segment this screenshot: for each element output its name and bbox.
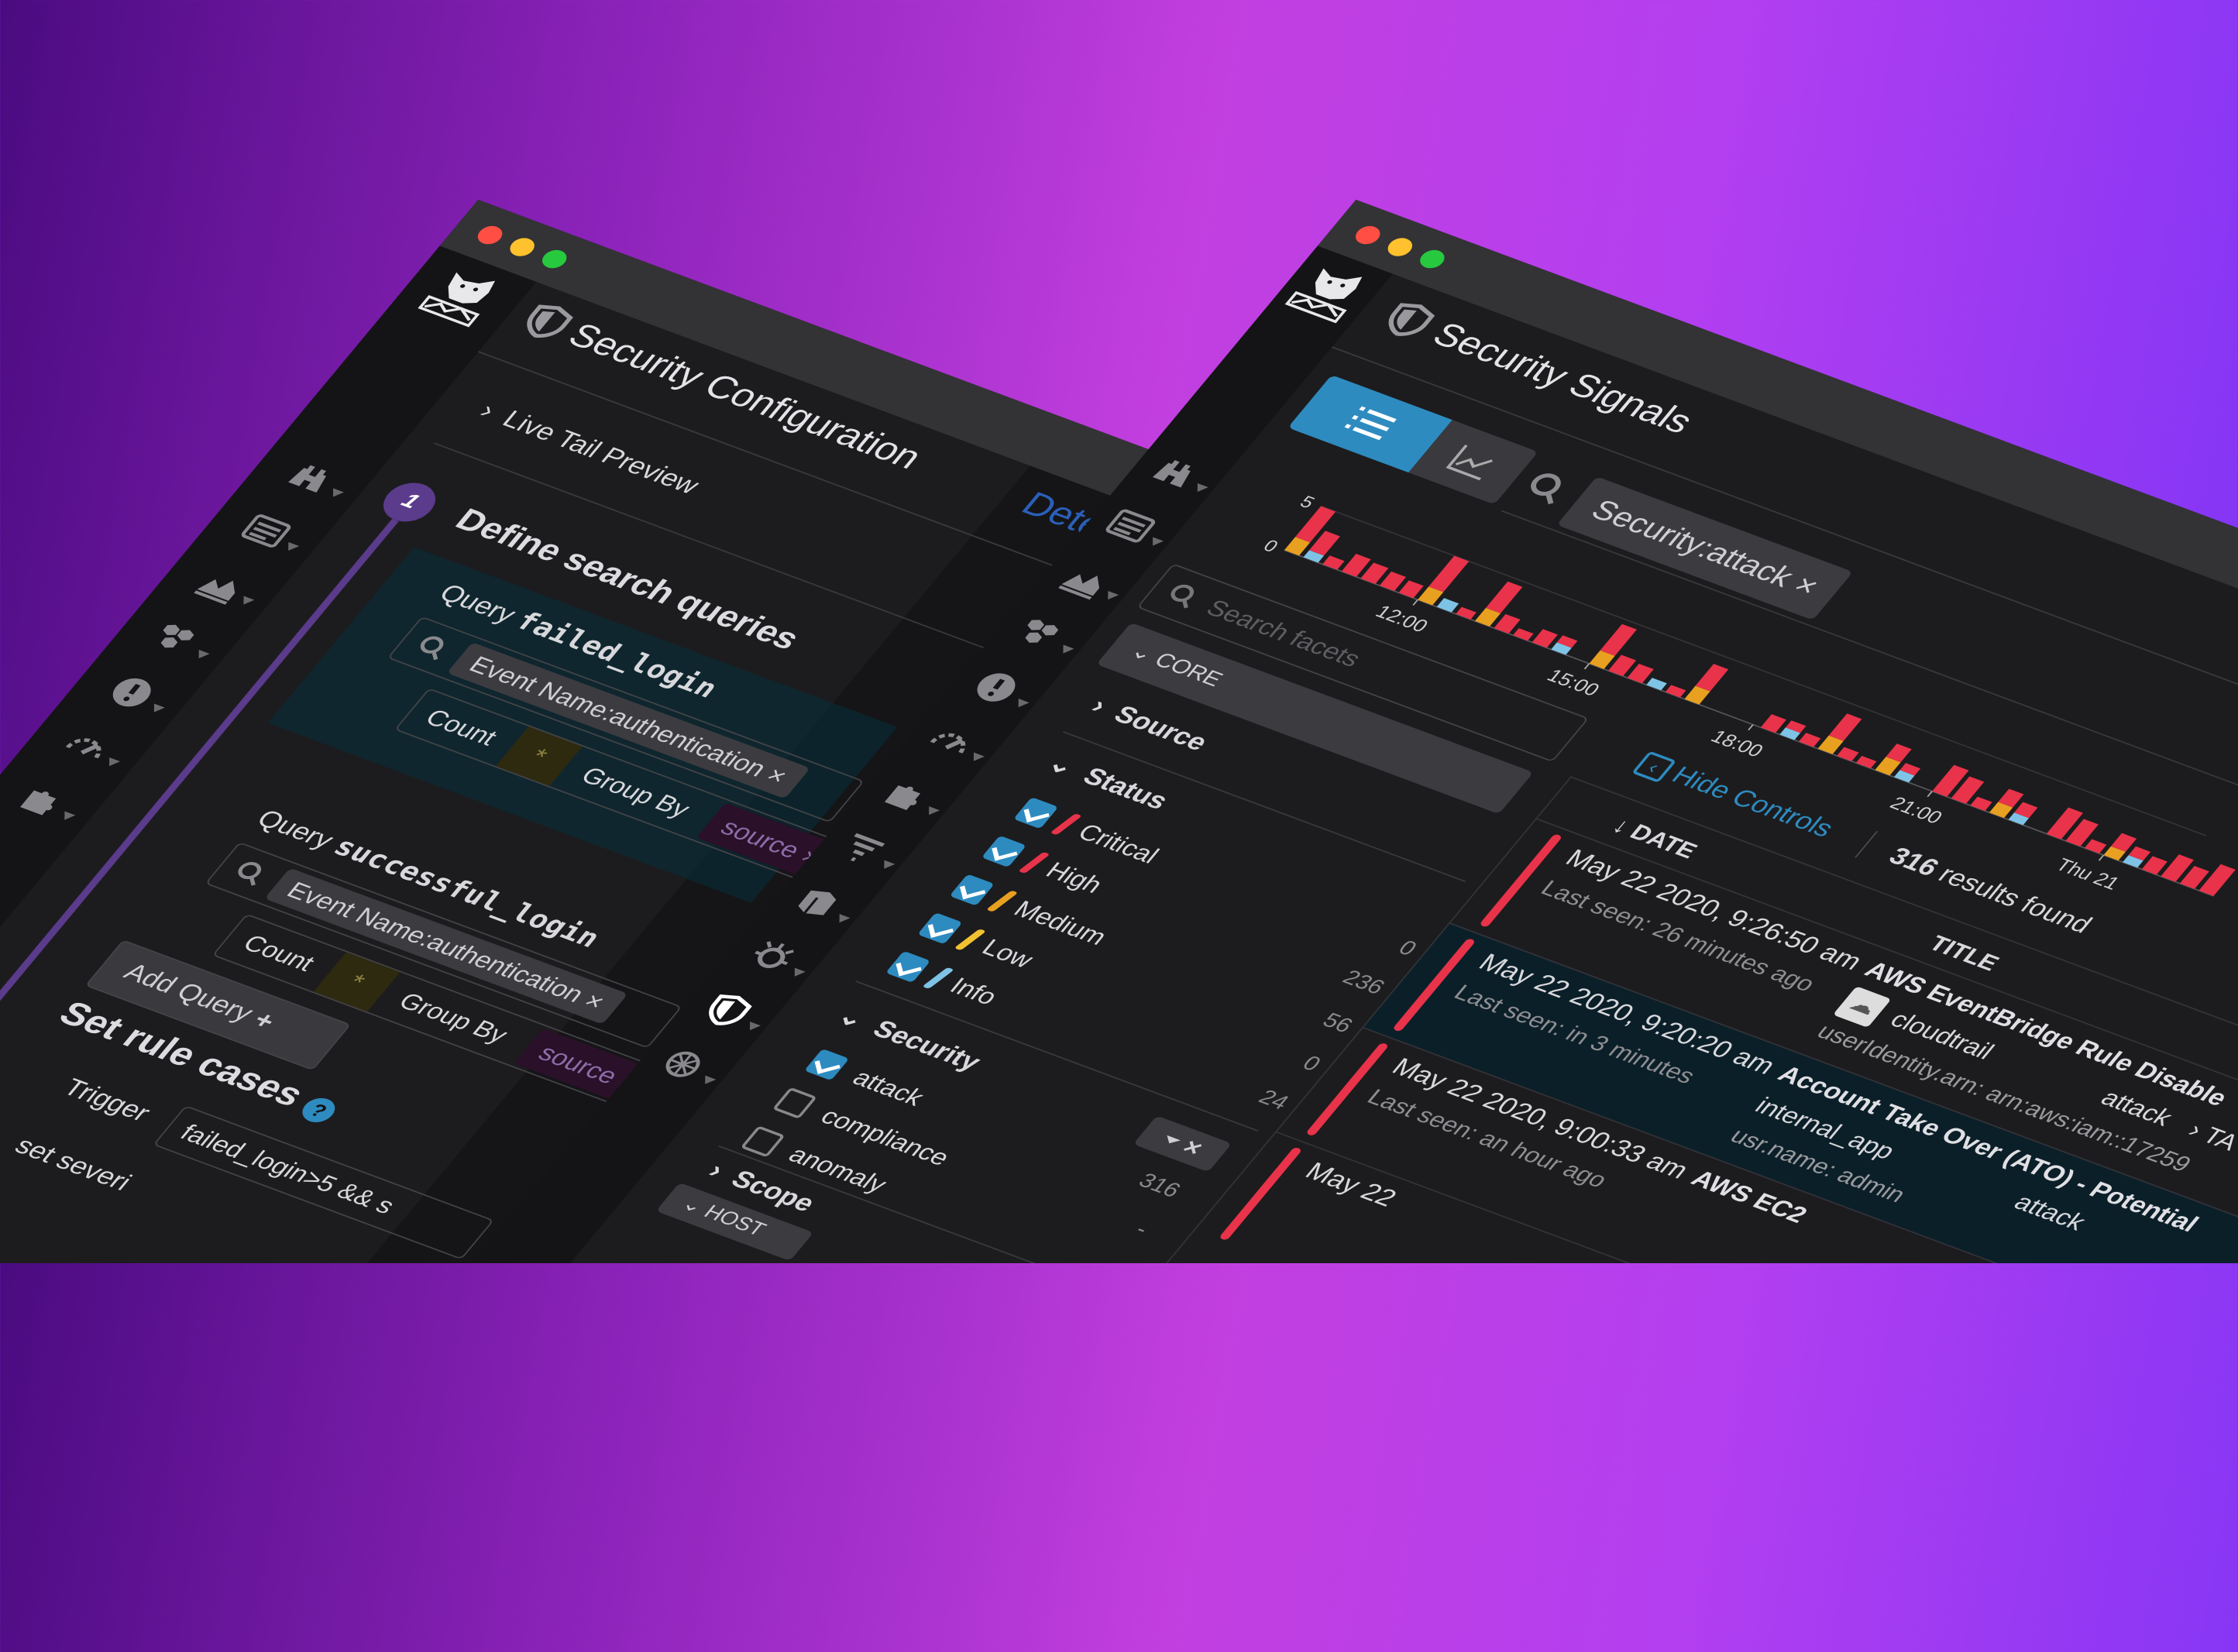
severity-marker xyxy=(1018,852,1050,874)
stage: Security Configuration Detect › Live Tai… xyxy=(0,0,2238,1263)
severity-marker xyxy=(922,967,954,989)
remove-query-icon[interactable]: × xyxy=(1786,568,1827,603)
severity-marker xyxy=(1050,813,1082,835)
chart-icon xyxy=(1444,442,1504,483)
severity-marker xyxy=(954,929,987,950)
core-label: CORE xyxy=(1149,649,1226,691)
list-icon xyxy=(1342,404,1398,444)
clear-icon[interactable]: ✕ xyxy=(1177,1136,1208,1159)
severity-marker xyxy=(986,890,1019,912)
search-icon xyxy=(1160,580,1205,612)
